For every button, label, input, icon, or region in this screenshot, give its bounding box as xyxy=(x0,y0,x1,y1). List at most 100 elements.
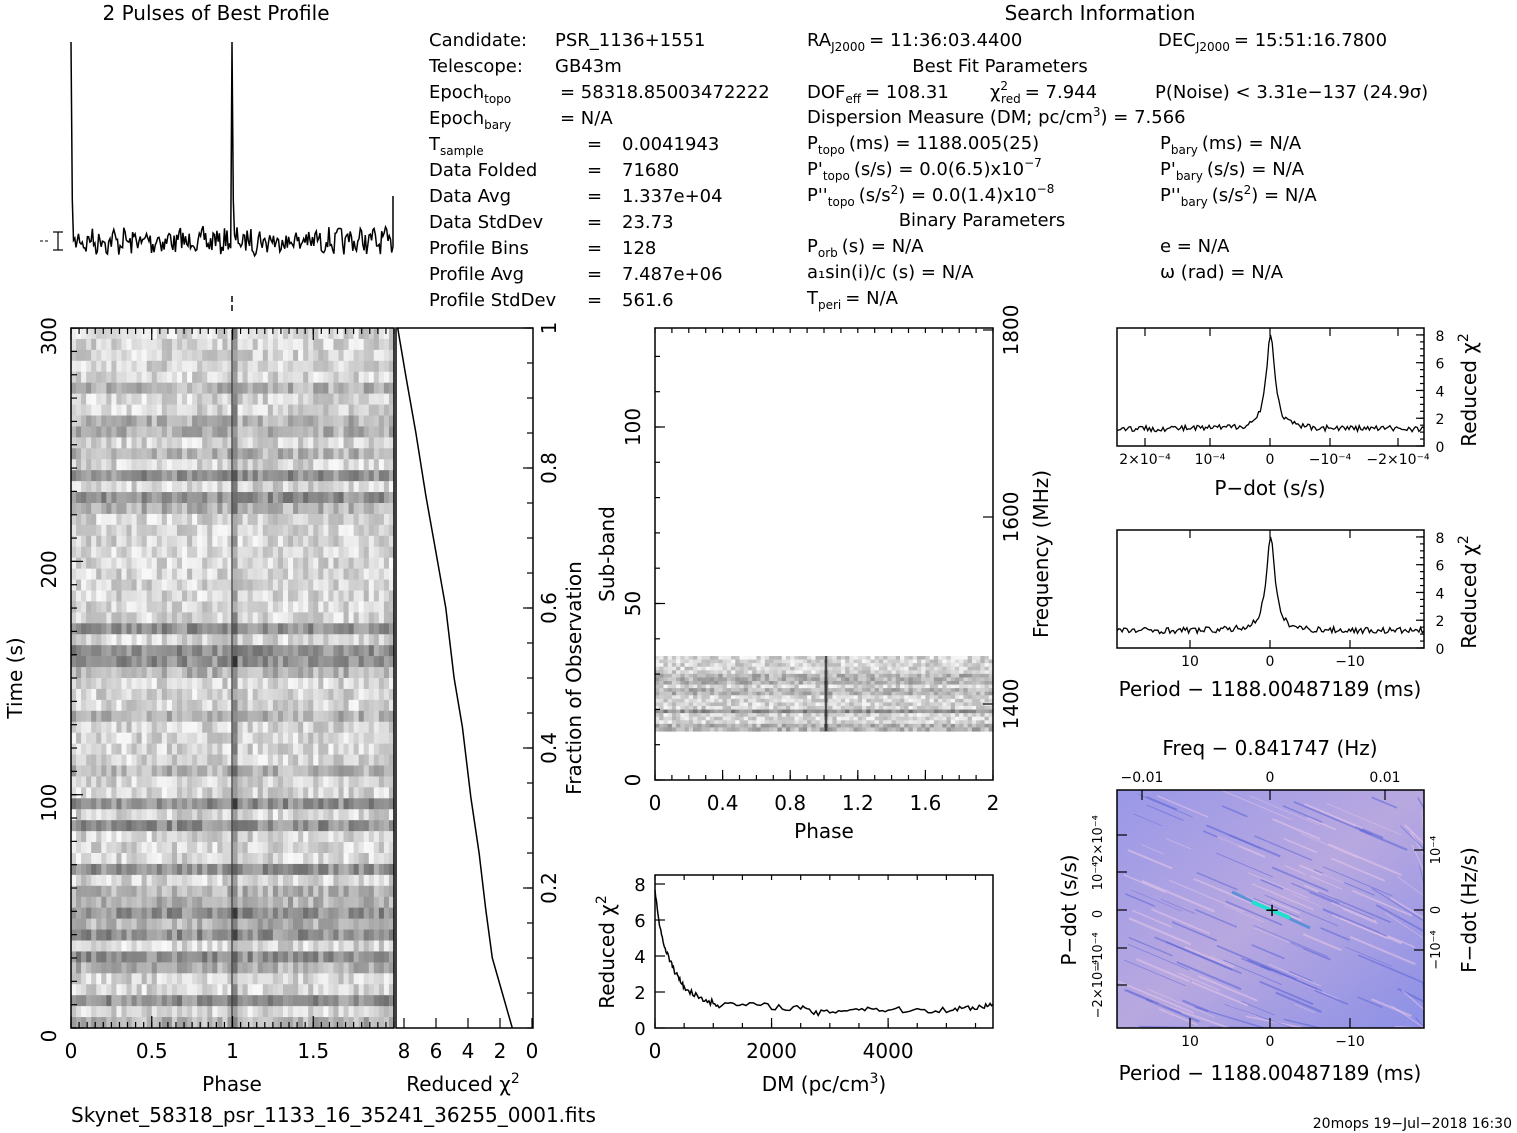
chi2-fraction-plot: 8 6 4 2 0 0.2 0.4 0.6 0.8 1 Reduced χ2 Fraction o… xyxy=(395,322,586,1096)
tp-xlabel: Phase xyxy=(202,1072,262,1096)
tick-label: 0 xyxy=(634,1019,645,1040)
tick-label: 10 xyxy=(1181,1034,1199,1050)
info-value: PSR_1136+1551 xyxy=(555,30,706,51)
time-phase-image xyxy=(71,328,395,1029)
pdot-bary-value: (s/s) = N/A xyxy=(1207,159,1305,180)
tick-label: 0 xyxy=(526,1039,539,1063)
svg-text:=: = xyxy=(587,238,602,259)
info-row: Profile StdDev xyxy=(429,290,557,311)
svg-text:P'bary(s/s) = N/A: P'bary (s/s) = N/A xyxy=(1160,159,1305,183)
svg-text:DOFeff= 108.31: DOFeff = 108.31 xyxy=(807,82,949,106)
info-row: Data Folded xyxy=(429,160,537,181)
info-value: 0.0041943 xyxy=(622,134,719,155)
dof-value: = 108.31 xyxy=(865,82,949,103)
tick-label: 10⁻⁴ xyxy=(1091,862,1106,891)
tick-label: 0 xyxy=(1436,642,1445,658)
tp-ylabel: Time (s) xyxy=(3,637,27,719)
svg-text:Porb(s) = N/A: Porb (s) = N/A xyxy=(807,236,924,260)
porb-value: (s) = N/A xyxy=(842,236,924,257)
info-row: Epochtopo xyxy=(429,82,511,106)
ppdot-title: Freq − 0.841747 (Hz) xyxy=(1162,736,1377,760)
tick-label: 2000 xyxy=(746,1039,797,1063)
info-search-block: RAJ2000 = 11:36:03.4400 DECJ2000 = 15:51:1… xyxy=(806,30,1428,312)
info-label: Candidate: xyxy=(429,30,527,51)
svg-text:=: = xyxy=(587,186,602,207)
tick-label: 2 xyxy=(634,983,645,1004)
sb-xlabel: Phase xyxy=(794,819,854,843)
info-row: Epochbary xyxy=(429,108,511,132)
svg-text:=: = xyxy=(587,264,602,285)
info-label: Profile Bins xyxy=(429,238,529,259)
ppdot-xlabel: Period − 1188.00487189 (ms) xyxy=(1119,1061,1422,1085)
tick-label: −10⁻⁴ xyxy=(1309,452,1352,468)
omega-value: ω (rad) = N/A xyxy=(1160,262,1284,283)
pnoise-value: P(Noise) < 3.31e−137 (24.9σ) xyxy=(1155,82,1428,103)
tick-label: 50 xyxy=(621,591,645,616)
tperi-value: = N/A xyxy=(845,288,898,309)
tick-label: 1800 xyxy=(999,305,1023,356)
chi2-fraction-line xyxy=(396,327,514,1029)
tick-label: 4000 xyxy=(863,1039,914,1063)
tick-label: −10 xyxy=(1335,1034,1365,1050)
tick-label: 100 xyxy=(37,784,61,822)
tick-label: 8 xyxy=(634,875,645,896)
tick-label: 0 xyxy=(1266,654,1275,670)
dm-plot: 0 2000 4000 0 2 4 6 8 DM (pc/cm3) Reduced χ2 xyxy=(594,874,994,1096)
tick-label: 10⁻⁴ xyxy=(1429,836,1444,865)
tick-label: 8 xyxy=(398,1039,411,1063)
info-value: 7.487e+06 xyxy=(622,264,723,285)
dm-value: = 7.566 xyxy=(1113,107,1185,128)
ppdot-ylabel: P−dot (s/s) xyxy=(1057,854,1081,965)
tick-label: 0 xyxy=(65,1039,78,1063)
tick-label: 6 xyxy=(634,911,645,932)
tick-label: 1 xyxy=(537,322,561,335)
svg-text:=: = xyxy=(587,134,602,155)
svg-text:Tperi= N/A: Tperi = N/A xyxy=(806,288,899,312)
tick-label: −2×10⁻⁴ xyxy=(1366,452,1430,468)
tick-label: 0 xyxy=(1266,770,1275,786)
tick-label: 2 xyxy=(1436,614,1445,630)
tick-label: 1 xyxy=(226,1039,239,1063)
search-info-title: Search Information xyxy=(1005,1,1196,25)
info-value: 71680 xyxy=(622,160,679,181)
tick-label: −10⁻⁴ xyxy=(1091,932,1106,972)
info-value: = N/A xyxy=(560,108,613,129)
cf-ylabel: Fraction of Observation xyxy=(562,561,586,795)
tick-label: 300 xyxy=(37,317,61,355)
info-row: Profile Bins xyxy=(429,238,529,259)
subband-image xyxy=(655,656,994,732)
tick-label: 10 xyxy=(1181,654,1199,670)
profile-plot xyxy=(40,41,394,312)
footer-stamp: 20mops 19−Jul−2018 16:30 xyxy=(1313,1116,1512,1132)
info-value: 23.73 xyxy=(622,212,674,233)
svg-text:=: = xyxy=(587,212,602,233)
chi2-value: = 7.944 xyxy=(1025,82,1097,103)
info-value: 128 xyxy=(622,238,656,259)
tick-label: 0.8 xyxy=(537,452,561,484)
ppdot-plane: Freq − 0.841747 (Hz) + 10 0 −10 −0.01 0 0.01 2… xyxy=(1057,736,1481,1085)
tick-label: 0 xyxy=(649,1039,662,1063)
sb-y2label: Frequency (MHz) xyxy=(1029,470,1053,638)
info-label: Profile StdDev xyxy=(429,290,557,311)
svg-text:P''bary(s/s2) = N/A: P''bary (s/s2) = N/A xyxy=(1160,183,1317,209)
tick-label: 2 xyxy=(494,1039,507,1063)
info-label: Data StdDev xyxy=(429,212,544,233)
tick-label: 0 xyxy=(1436,440,1445,456)
pbary-value: (ms) = N/A xyxy=(1202,133,1302,154)
tick-label: 0 xyxy=(1091,910,1106,918)
tick-label: 6 xyxy=(1436,357,1445,373)
svg-text:DECJ2000= 15:51:16.7800: DECJ2000 = 15:51:16.7800 xyxy=(1158,30,1387,54)
info-row: Candidate: xyxy=(429,30,527,51)
tick-label: 1.6 xyxy=(909,791,941,815)
period-line xyxy=(1116,536,1425,636)
svg-text:Pbary(ms) = N/A: Pbary (ms) = N/A xyxy=(1160,133,1302,157)
tick-label: 2×10⁻⁴ xyxy=(1119,452,1171,468)
dm-ylabel: Reduced χ2 xyxy=(594,895,619,1009)
tick-label: 4 xyxy=(1436,586,1445,602)
a1sini-value: a₁sin(i)/c (s) = N/A xyxy=(807,262,974,283)
tick-label: 0.4 xyxy=(707,791,739,815)
info-row: Tsample xyxy=(428,134,484,158)
period-ylabel: Reduced χ2 xyxy=(1456,535,1481,649)
